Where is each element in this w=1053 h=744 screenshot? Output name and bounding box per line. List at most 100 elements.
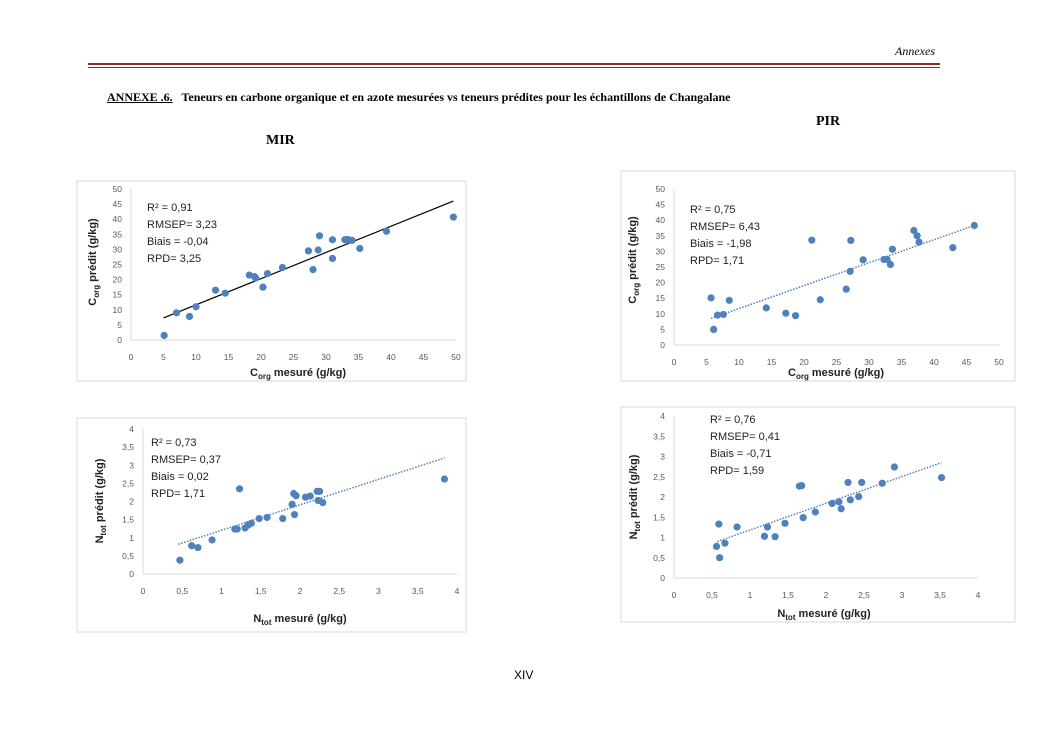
y-tick-label: 40 (113, 214, 123, 224)
y-tick-label: 0,5 (122, 551, 134, 561)
stat-label: RMSEP= 6,43 (690, 221, 760, 233)
x-tick-label: 50 (994, 357, 1004, 367)
data-point (842, 285, 850, 293)
x-tick-label: 30 (321, 352, 331, 362)
data-point (449, 213, 457, 221)
x-tick-label: 40 (386, 352, 396, 362)
data-point (172, 309, 181, 317)
y-axis-title: Ntot prédit (g/kg) (628, 454, 642, 539)
data-point (192, 303, 200, 311)
data-point (712, 542, 721, 551)
data-point (279, 514, 287, 523)
data-point (290, 510, 299, 519)
data-point (233, 525, 241, 533)
data-point (160, 331, 168, 340)
running-header: Annexes (895, 44, 935, 58)
data-point (235, 485, 244, 493)
data-point (247, 519, 255, 527)
stat-label: RMSEP= 3,23 (147, 219, 217, 231)
data-point (791, 312, 800, 320)
stat-label: R² = 0,73 (151, 437, 197, 449)
data-point (816, 296, 824, 304)
y-tick-label: 40 (656, 215, 666, 225)
trendline (163, 200, 454, 319)
x-axis-title: Corg mesuré (g/kg) (250, 367, 346, 381)
data-point (725, 296, 733, 304)
data-point (314, 246, 322, 254)
x-tick-label: 50 (451, 352, 461, 362)
x-tick-label: 0 (129, 352, 134, 362)
data-point (846, 496, 854, 504)
y-axis-title: Ntot prédit (g/kg) (94, 458, 108, 543)
y-tick-label: 25 (656, 262, 666, 272)
y-tick-label: 50 (113, 184, 123, 194)
x-axis-title: Ntot mesuré (g/kg) (777, 608, 871, 622)
data-point (878, 479, 886, 487)
y-tick-label: 30 (113, 244, 123, 254)
data-point (799, 514, 807, 522)
data-point (782, 309, 790, 317)
data-point (315, 232, 324, 240)
data-point (837, 505, 845, 513)
annex-title-text: Teneurs en carbone organique et en azote… (181, 90, 731, 104)
x-axis-title-sub: tot (261, 618, 272, 627)
data-point (255, 514, 263, 523)
data-point (762, 304, 770, 312)
data-point (292, 492, 300, 500)
x-axis-title-sub: org (258, 372, 271, 381)
data-point (828, 499, 836, 508)
y-axis-title-sub: org (632, 283, 641, 296)
data-point (719, 310, 728, 319)
data-point (306, 492, 314, 500)
x-tick-label: 0,5 (706, 590, 718, 600)
data-point (721, 539, 729, 547)
scatter-chart-3: 0 0,5 1 1,5 2 2,5 3 3,5 4 0 0,5 1 1,5 2 2,5 3 3,5 4 R² = 0… (76, 417, 467, 633)
data-point (835, 498, 843, 506)
y-tick-label: 35 (656, 231, 666, 241)
x-axis-title-sub: tot (785, 613, 796, 622)
y-axis-title-rest: prédit (g/kg) (87, 218, 99, 285)
x-tick-label: 40 (929, 357, 939, 367)
y-tick-label: 0,5 (653, 553, 665, 563)
y-tick-label: 1,5 (653, 512, 665, 522)
y-tick-label: 15 (656, 293, 666, 303)
header-rule-thin (88, 67, 940, 68)
data-point (949, 244, 957, 252)
data-point (844, 478, 852, 487)
x-tick-label: 0 (672, 590, 677, 600)
y-tick-label: 1 (660, 533, 665, 543)
stat-label: Biais = -0,04 (147, 236, 208, 248)
data-point (760, 532, 769, 540)
x-tick-label: 45 (962, 357, 972, 367)
x-tick-label: 10 (191, 352, 201, 362)
y-tick-label: 3,5 (653, 431, 665, 441)
x-tick-label: 35 (354, 352, 364, 362)
x-axis-title-sub: org (796, 372, 809, 381)
data-point (221, 289, 229, 297)
stat-label: Biais = -1,98 (690, 238, 751, 250)
data-point (348, 236, 356, 244)
x-axis-title-rest: mesuré (g/kg) (795, 608, 871, 620)
y-tick-label: 4 (129, 424, 134, 434)
chart-frame (620, 406, 1016, 623)
data-point (263, 269, 272, 278)
stat-label: RPD= 1,71 (151, 488, 205, 500)
page-number: XIV (514, 668, 534, 682)
x-tick-label: 5 (704, 357, 709, 367)
stat-label: RPD= 1,59 (710, 465, 764, 477)
data-point (176, 556, 184, 564)
data-point (781, 519, 789, 527)
data-point (356, 244, 364, 253)
y-tick-label: 3 (129, 460, 134, 470)
data-point (328, 254, 337, 263)
data-point (304, 247, 313, 255)
x-axis-title-main: N (777, 608, 785, 620)
stat-label: Biais = -0,71 (710, 448, 771, 460)
data-point (937, 473, 946, 482)
x-tick-label: 20 (799, 357, 809, 367)
data-point (440, 475, 449, 483)
x-tick-label: 20 (256, 352, 266, 362)
x-tick-label: 1,5 (255, 586, 267, 596)
x-tick-label: 2 (298, 586, 303, 596)
stat-label: RMSEP= 0,41 (710, 431, 780, 443)
